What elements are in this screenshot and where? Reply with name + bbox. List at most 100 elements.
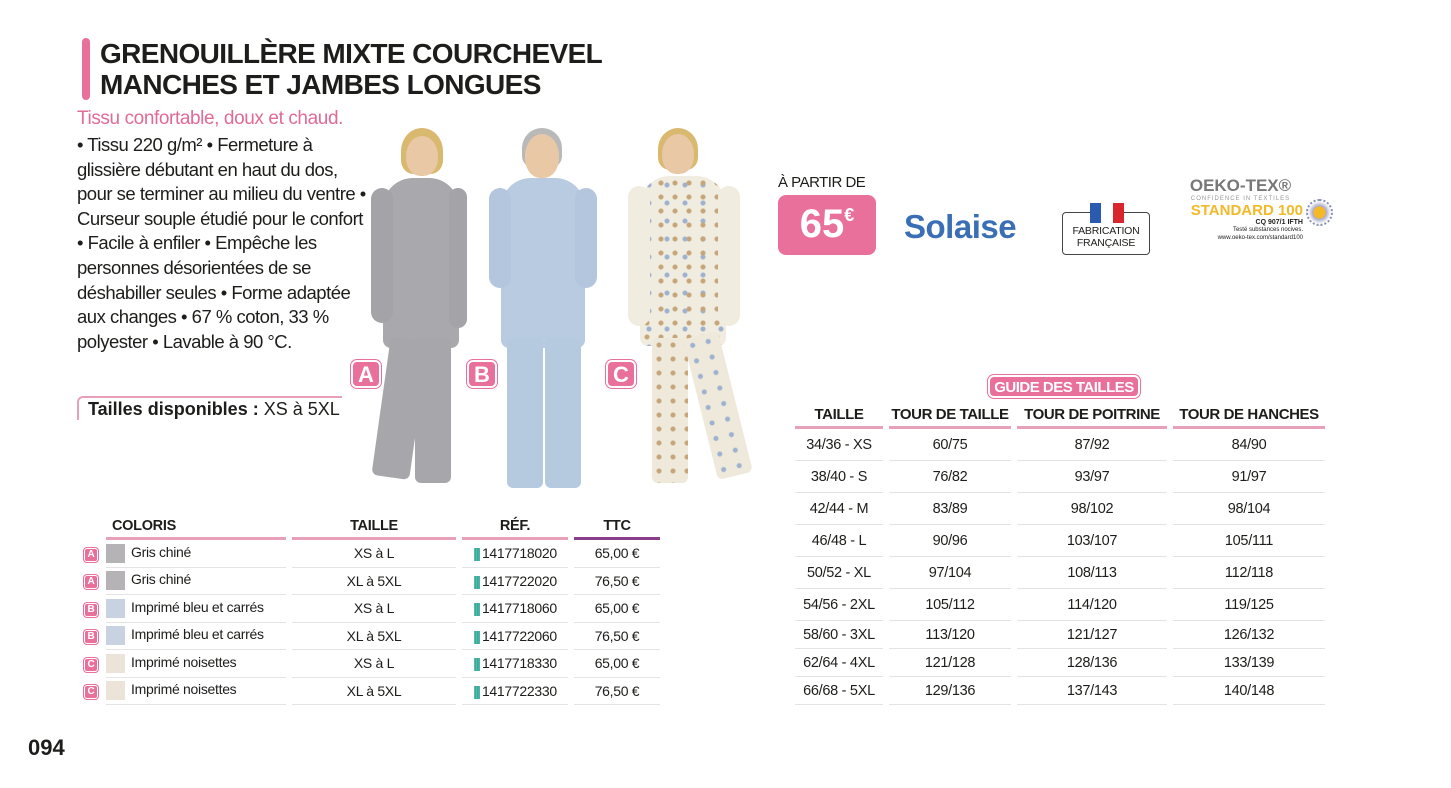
size-cell: 105/111 (1173, 525, 1325, 557)
variant-badge: C (84, 685, 98, 700)
coloris: Gris chiné (131, 571, 192, 588)
col-hips: TOUR DE HANCHES (1173, 404, 1325, 429)
color-swatch (106, 653, 125, 673)
size-guide-title: GUIDE DES TAILLES (988, 375, 1140, 398)
variant-badge: B (84, 602, 98, 617)
color-swatch (106, 571, 125, 591)
price-badge: 65€ (778, 195, 876, 255)
size-cell: 98/104 (1173, 493, 1325, 525)
size-cell: 93/97 (1017, 461, 1167, 493)
size-row: 34/36 - XS 60/75 87/92 84/90 (795, 429, 1325, 461)
size-cell: 91/97 (1173, 461, 1325, 493)
col-taille: TAILLE (292, 515, 456, 540)
reference: ||| 1417718330 (462, 650, 568, 678)
coloris: Imprimé noisettes (131, 653, 237, 670)
variant-badge: B (84, 630, 98, 645)
coloris: Imprimé bleu et carrés (131, 626, 264, 643)
model-badge-a: A (351, 360, 381, 388)
barcode-icon: ||| (473, 600, 481, 617)
price-ttc: 65,00 € (574, 540, 660, 568)
size-cell: 58/60 - 3XL (795, 621, 883, 649)
size-guide-table: TAILLE TOUR DE TAILLE TOUR DE POITRINE T… (789, 404, 1331, 705)
size-cell: 108/113 (1017, 557, 1167, 589)
size-cell: 34/36 - XS (795, 429, 883, 461)
barcode-icon: ||| (473, 627, 481, 644)
size-row: 42/44 - M 83/89 98/102 98/104 (795, 493, 1325, 525)
col-coloris: COLORIS (106, 515, 286, 540)
available-sizes: Tailles disponibles : XS à 5XL (77, 396, 342, 420)
size-cell: 103/107 (1017, 525, 1167, 557)
size-cell: 87/92 (1017, 429, 1167, 461)
product-description: • Tissu 220 g/m² • Fermeture à glissière… (77, 134, 366, 352)
coloris: Imprimé bleu et carrés (131, 598, 264, 615)
barcode-icon: ||| (473, 572, 481, 589)
size-cell: 137/143 (1017, 677, 1167, 705)
price-ttc: 76,50 € (574, 568, 660, 595)
size-cell: 112/118 (1173, 557, 1325, 589)
reference: ||| 1417722060 (462, 623, 568, 650)
size-row: 58/60 - 3XL 113/120 121/127 126/132 (795, 621, 1325, 649)
reference: ||| 1417722330 (462, 678, 568, 705)
size-cell: 129/136 (889, 677, 1011, 705)
col-size: TAILLE (795, 404, 883, 429)
price-ttc: 76,50 € (574, 623, 660, 650)
barcode-icon: ||| (473, 655, 481, 672)
variant-row: C Imprimé noisettes XL à 5XL ||| 14177223… (82, 678, 660, 705)
size-cell: 121/128 (889, 649, 1011, 677)
price-ttc: 65,00 € (574, 650, 660, 678)
col-ref: RÉF. (462, 515, 568, 540)
barcode-icon: ||| (473, 682, 481, 699)
taille: XS à L (292, 650, 456, 678)
variant-row: B Imprimé bleu et carrés XL à 5XL ||| 141… (82, 623, 660, 650)
color-swatch (106, 598, 125, 618)
size-row: 54/56 - 2XL 105/112 114/120 119/125 (795, 589, 1325, 621)
size-row: 66/68 - 5XL 129/136 137/143 140/148 (795, 677, 1325, 705)
size-cell: 60/75 (889, 429, 1011, 461)
size-cell: 42/44 - M (795, 493, 883, 525)
variants-table: COLORIS TAILLE RÉF. TTC A Gris chiné XS … (76, 515, 666, 705)
fabrication-francaise-logo: FABRICATION FRANÇAISE (1062, 203, 1150, 255)
barcode-icon: ||| (473, 545, 481, 562)
variant-badge: A (84, 547, 98, 562)
size-cell: 46/48 - L (795, 525, 883, 557)
variant-badge: A (84, 575, 98, 590)
size-cell: 38/40 - S (795, 461, 883, 493)
color-swatch (106, 626, 125, 646)
size-cell: 133/139 (1173, 649, 1325, 677)
model-c-photo (628, 128, 763, 500)
model-b-photo (487, 128, 602, 500)
variant-badge: C (84, 657, 98, 672)
price-ttc: 76,50 € (574, 678, 660, 705)
title-accent-bar (82, 38, 90, 100)
size-row: 38/40 - S 76/82 93/97 91/97 (795, 461, 1325, 493)
size-row: 46/48 - L 90/96 103/107 105/111 (795, 525, 1325, 557)
size-cell: 76/82 (889, 461, 1011, 493)
col-chest: TOUR DE POITRINE (1017, 404, 1167, 429)
col-ttc: TTC (574, 515, 660, 540)
size-cell: 140/148 (1173, 677, 1325, 705)
oeko-flower-icon (1306, 199, 1333, 226)
reference: ||| 1417718060 (462, 595, 568, 623)
col-waist: TOUR DE TAILLE (889, 404, 1011, 429)
taille: XL à 5XL (292, 623, 456, 650)
price-ttc: 65,00 € (574, 595, 660, 623)
size-cell: 114/120 (1017, 589, 1167, 621)
size-cell: 119/125 (1173, 589, 1325, 621)
product-subtitle: Tissu confortable, doux et chaud. (77, 108, 343, 129)
french-flag-icon (1090, 203, 1124, 223)
model-badge-c: C (606, 360, 636, 388)
size-cell: 98/102 (1017, 493, 1167, 525)
size-row: 62/64 - 4XL 121/128 128/136 133/139 (795, 649, 1325, 677)
model-badge-b: B (467, 360, 497, 388)
reference: ||| 1417718020 (462, 540, 568, 568)
size-cell: 54/56 - 2XL (795, 589, 883, 621)
variant-row: C Imprimé noisettes XS à L ||| 1417718330… (82, 650, 660, 678)
size-cell: 84/90 (1173, 429, 1325, 461)
size-row: 50/52 - XL 97/104 108/113 112/118 (795, 557, 1325, 589)
coloris: Imprimé noisettes (131, 681, 237, 698)
taille: XL à 5XL (292, 678, 456, 705)
taille: XL à 5XL (292, 568, 456, 595)
size-cell: 121/127 (1017, 621, 1167, 649)
size-cell: 62/64 - 4XL (795, 649, 883, 677)
oeko-tex-logo: OEKO-TEX® CONFIDENCE IN TEXTILES STANDAR… (1189, 176, 1303, 241)
